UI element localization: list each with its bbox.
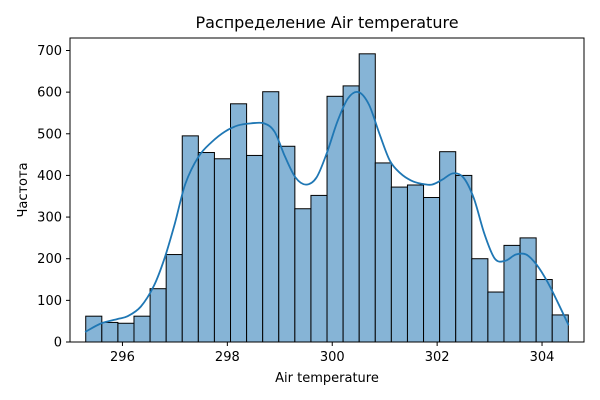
histogram-bars	[85, 53, 569, 343]
histogram-bar	[133, 315, 151, 343]
histogram-bar	[149, 288, 167, 343]
y-tick-label: 600	[37, 86, 62, 101]
histogram-bar	[165, 254, 183, 343]
y-axis-ticks: 0 100 200 300 400 500 600 700	[37, 44, 70, 351]
chart-title: Распределение Air temperature	[195, 13, 458, 32]
histogram-bar	[342, 85, 360, 343]
histogram-bar	[423, 197, 441, 343]
y-tick-label: 0	[54, 336, 62, 351]
histogram-bar	[390, 186, 408, 343]
histogram-bar	[85, 315, 103, 343]
histogram-bar	[262, 91, 280, 343]
y-tick-label: 200	[37, 252, 62, 267]
histogram-bar	[310, 194, 328, 343]
histogram-bar	[326, 95, 344, 343]
histogram-bar	[374, 162, 392, 343]
histogram-bar	[471, 258, 489, 343]
histogram-bar	[406, 184, 425, 343]
x-tick-label: 298	[215, 350, 240, 365]
histogram-bar	[197, 152, 215, 343]
x-tick-label: 296	[110, 350, 135, 365]
y-tick-label: 500	[37, 127, 62, 142]
histogram-bar	[246, 154, 264, 343]
y-tick-label: 100	[37, 294, 62, 309]
plot-frame	[69, 37, 585, 343]
y-axis-title: Частота	[16, 162, 31, 217]
x-tick-label: 304	[530, 350, 555, 365]
histogram-bar	[358, 53, 376, 343]
histogram-bar	[294, 208, 312, 343]
x-tick-label: 302	[425, 350, 450, 365]
histogram-bar	[117, 322, 135, 343]
x-axis-ticks: 296 298 300 302 304	[110, 342, 554, 365]
y-tick-label: 300	[37, 211, 62, 226]
histogram-bar	[213, 158, 232, 343]
histogram-bar	[455, 174, 473, 343]
histogram-bar	[487, 291, 505, 343]
kde-line	[84, 91, 570, 333]
y-tick-label: 700	[37, 44, 62, 59]
x-axis-title: Air temperature	[275, 371, 379, 386]
x-tick-label: 300	[320, 350, 345, 365]
kde-curve	[84, 91, 570, 333]
y-tick-label: 400	[37, 169, 62, 184]
histogram-bar	[535, 279, 553, 343]
histogram-bar	[278, 145, 296, 343]
histogram-bar	[101, 321, 119, 343]
histogram-bar	[181, 135, 199, 343]
histogram-bar	[230, 103, 248, 343]
